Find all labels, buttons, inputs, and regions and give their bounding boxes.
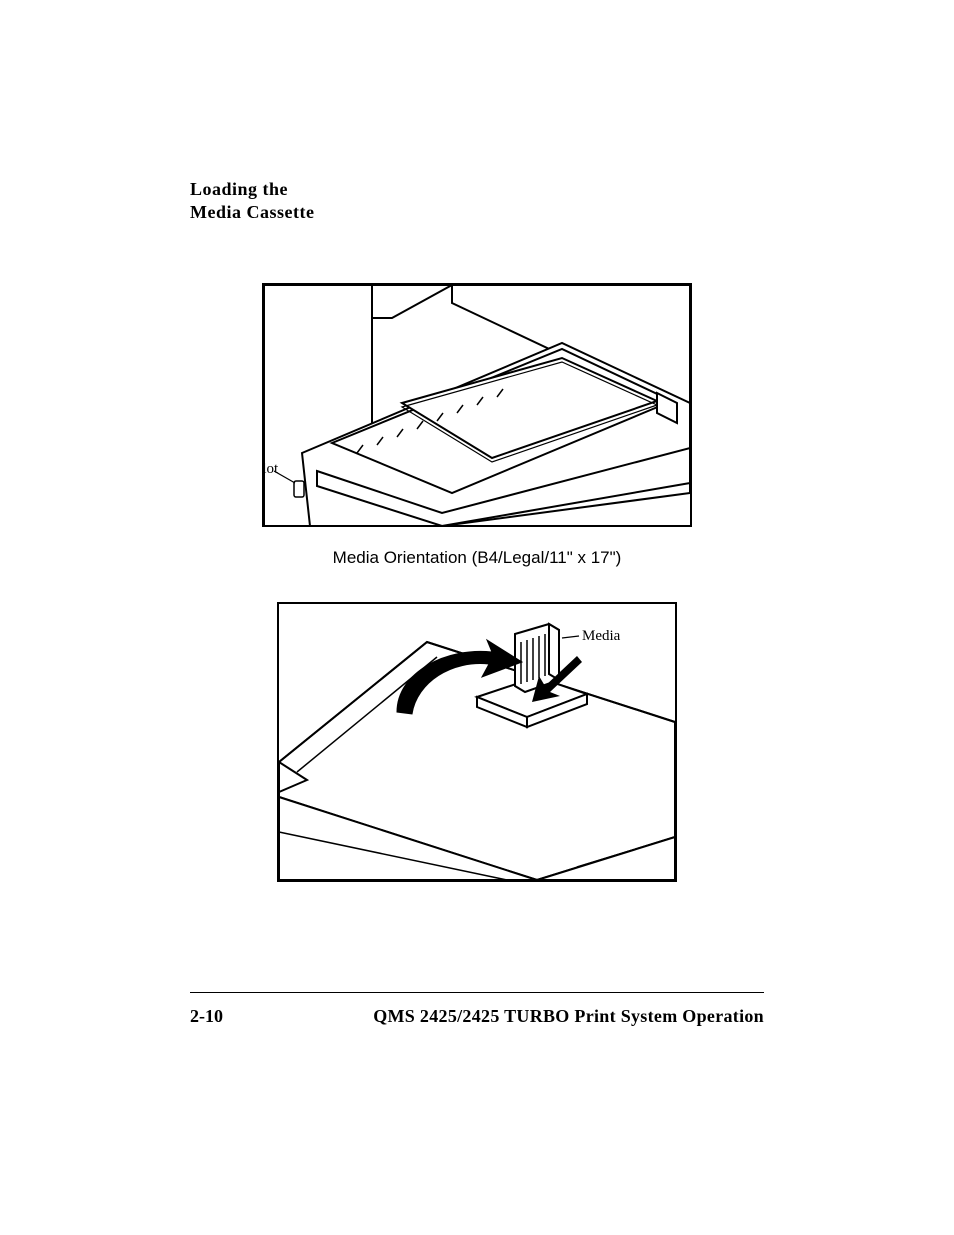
page-number: 2-10	[190, 1006, 223, 1027]
figure-2-wrap: Media	[0, 602, 954, 887]
figure-1-caption: Media Orientation (B4/Legal/11" x 17")	[0, 548, 954, 568]
page-footer: 2-10 QMS 2425/2425 TURBO Print System Op…	[190, 1006, 764, 1027]
document-page: Loading the Media Cassette	[0, 0, 954, 1235]
figure-1-wrap: Slot Media Orientation (B4/Legal/11" x 1…	[0, 283, 954, 568]
section-header: Loading the Media Cassette	[190, 178, 314, 223]
header-line-1: Loading the	[190, 178, 314, 201]
figure-2-svg: Media	[277, 602, 677, 882]
figure-1-svg: Slot	[262, 283, 692, 533]
figure-1-slot-label: Slot	[262, 461, 279, 477]
slot-label-text: Slot	[262, 461, 279, 477]
header-line-2: Media Cassette	[190, 201, 314, 224]
figure-2: Media	[277, 602, 677, 882]
media-label-text: Media	[582, 628, 621, 644]
figure-1: Slot	[262, 283, 692, 533]
book-title: QMS 2425/2425 TURBO Print System Operati…	[373, 1006, 764, 1027]
footer-rule	[190, 992, 764, 993]
figure-2-media-label: Media	[582, 628, 621, 644]
